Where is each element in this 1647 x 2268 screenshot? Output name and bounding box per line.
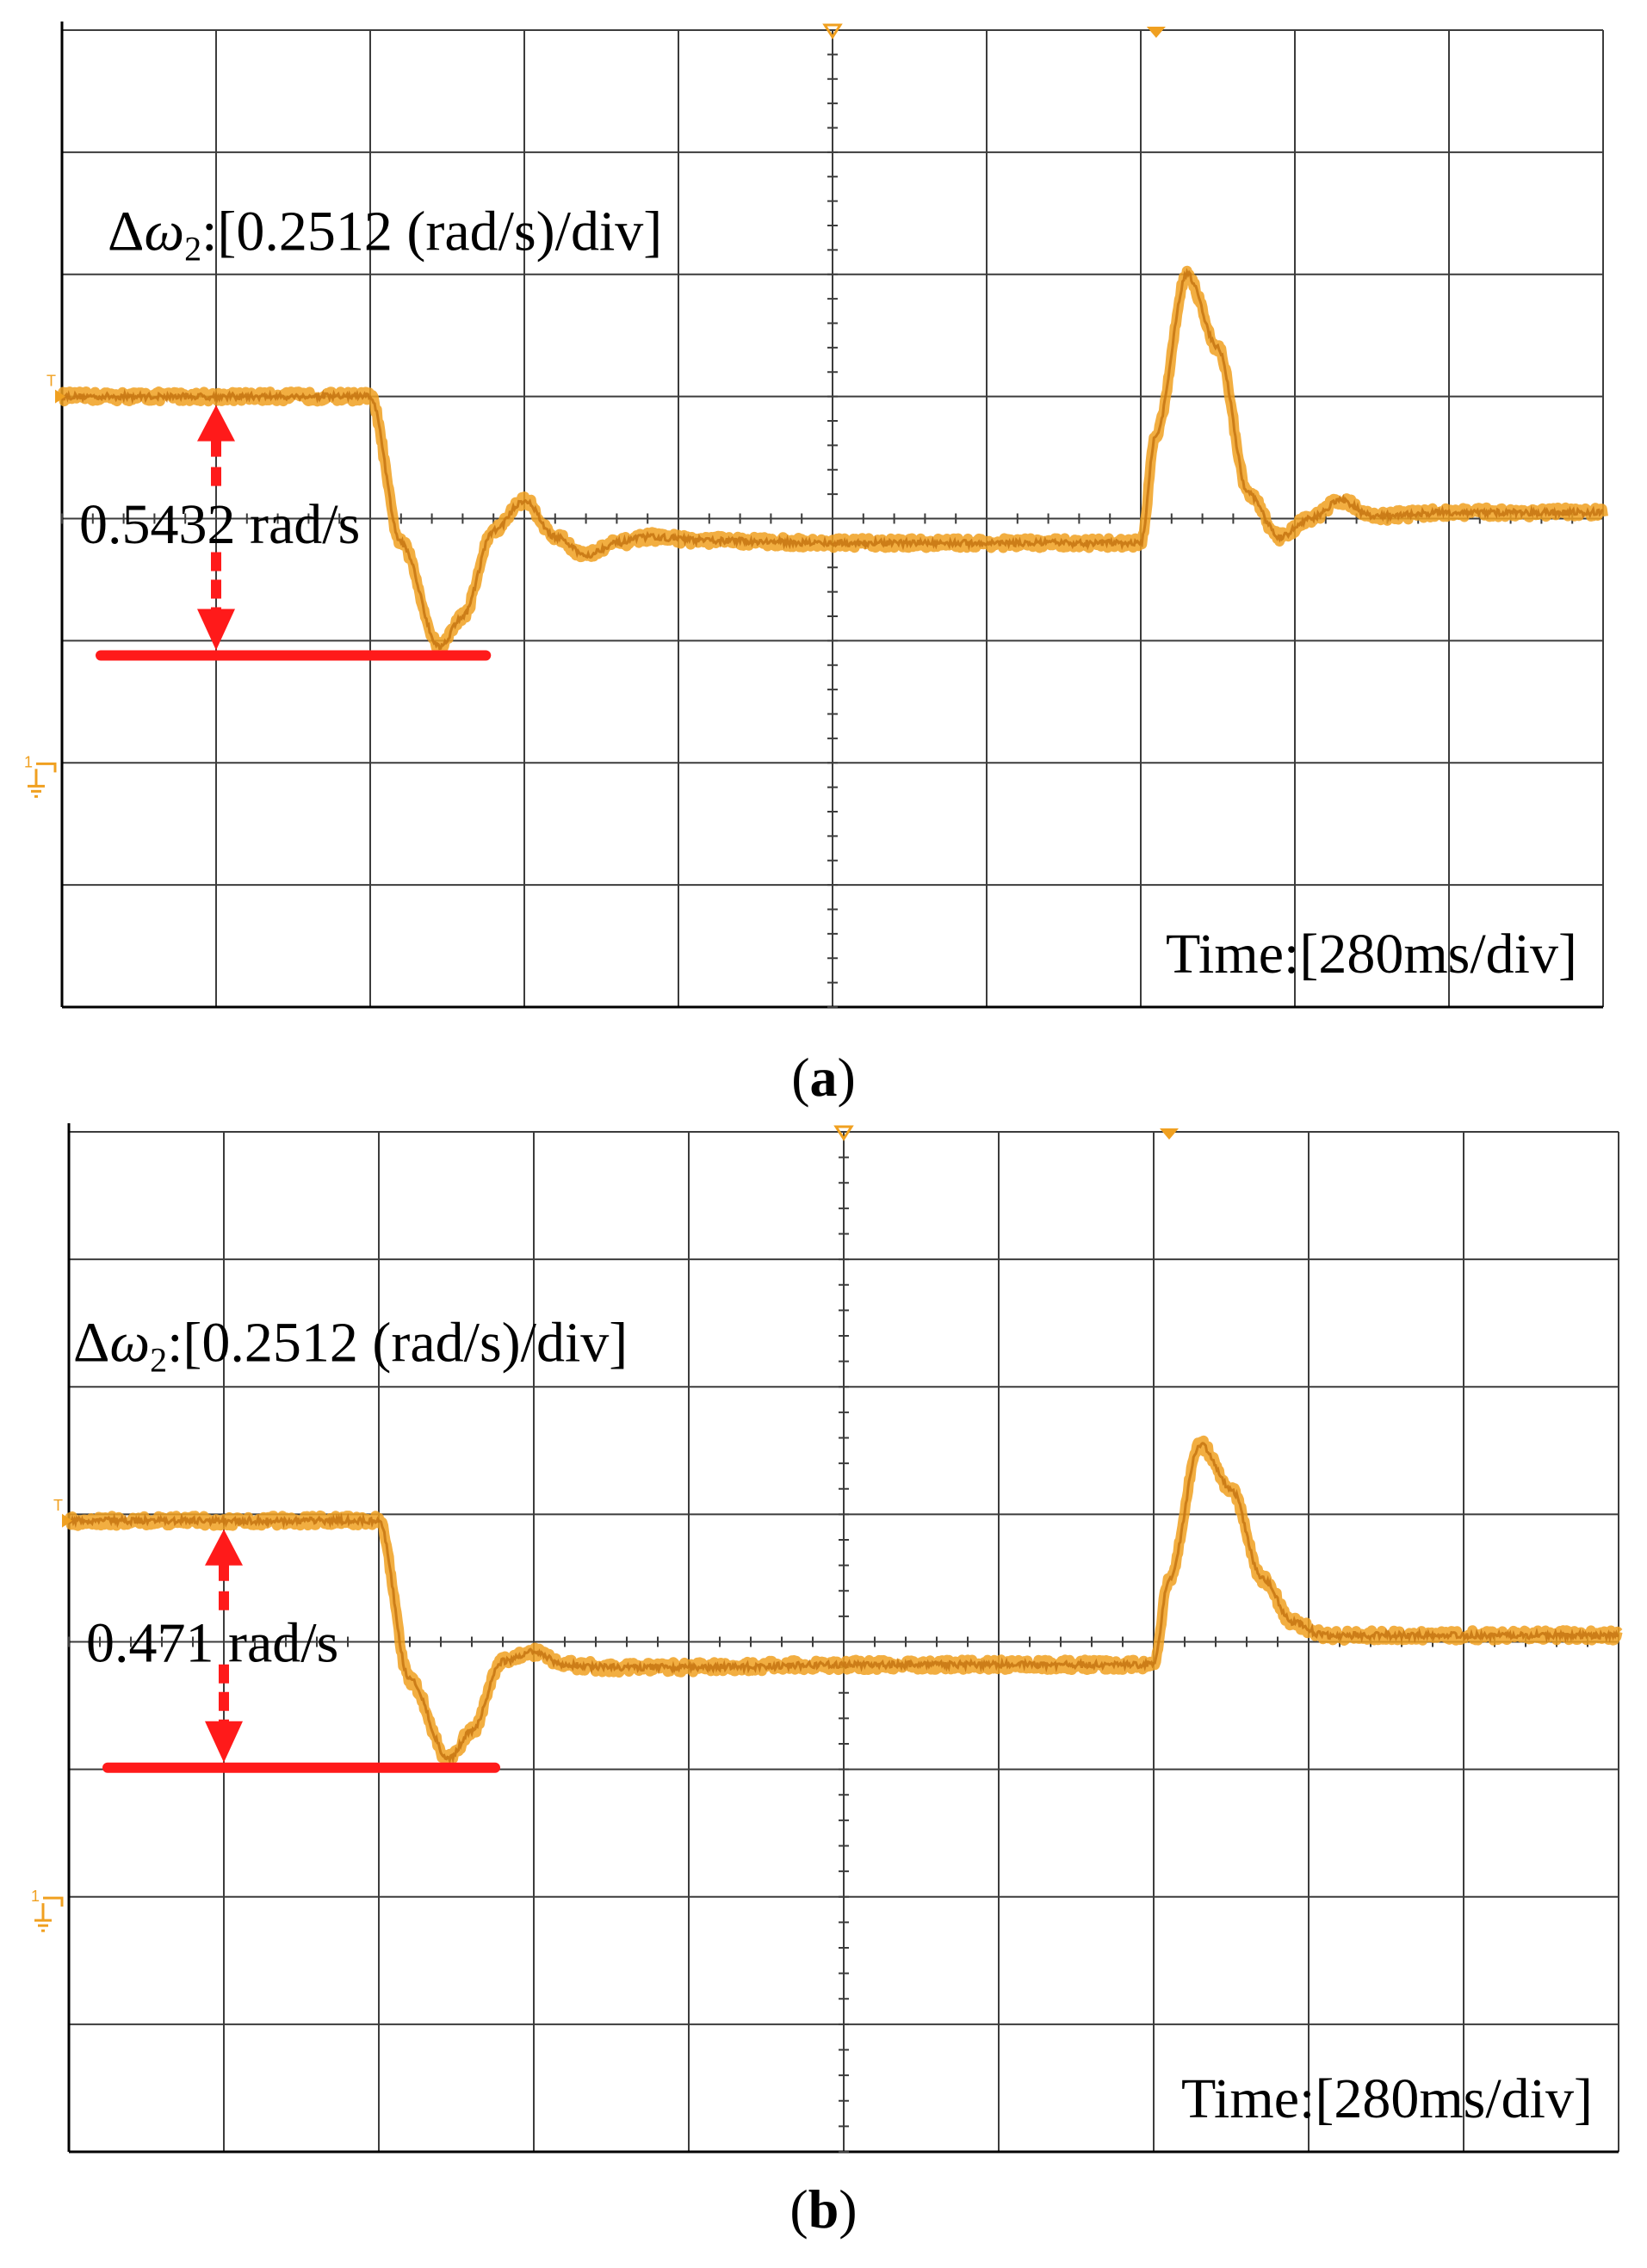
amplitude-value-label: 0.471 rad/s — [86, 1611, 338, 1674]
panel-label-a: (a) — [791, 1047, 856, 1108]
trace-line — [68, 1442, 1619, 1765]
amplitude-annotation — [96, 405, 492, 661]
x-scale-label: Time:[280ms/div] — [1181, 2067, 1593, 2130]
arrow-up-head — [205, 1529, 243, 1566]
trigger-level-label: T — [46, 373, 56, 390]
oscilloscope-plot-a: T 1 0.5432 rad/s Δω2:[0.2512 (rad/s)/div] Ti… — [24, 22, 1608, 1009]
panel-label-b: (b) — [789, 2178, 858, 2240]
channel-number: 1 — [31, 1888, 40, 1905]
trigger-level-marker — [55, 389, 65, 404]
ground-reference-icon — [34, 1896, 64, 1932]
trigger-position-marker — [822, 23, 843, 40]
ground-reference-icon — [28, 762, 57, 798]
trigger-level-label: T — [53, 1497, 63, 1514]
y-scale-label: Δω2:[0.2512 (rad/s)/div] — [108, 200, 662, 268]
amplitude-annotation — [102, 1529, 500, 1773]
channel-number: 1 — [24, 753, 33, 770]
trigger-position-marker — [833, 1125, 854, 1141]
oscilloscope-plot-b: T 1 0.471 rad/s Δω2:[0.2512 (rad/s)/div] Tim… — [31, 1123, 1623, 2154]
x-scale-label: Time:[280ms/div] — [1166, 923, 1577, 986]
amplitude-value-label: 0.5432 rad/s — [79, 493, 360, 556]
arrow-down-head — [197, 609, 235, 651]
trigger-level-marker — [62, 1513, 72, 1528]
trace-line — [60, 268, 1604, 651]
arrow-up-head — [197, 405, 235, 442]
delay-marker — [1146, 27, 1166, 38]
y-scale-label: Δω2:[0.2512 (rad/s)/div] — [73, 1312, 628, 1380]
delay-marker — [1160, 1128, 1179, 1140]
arrow-down-head — [205, 1721, 243, 1763]
